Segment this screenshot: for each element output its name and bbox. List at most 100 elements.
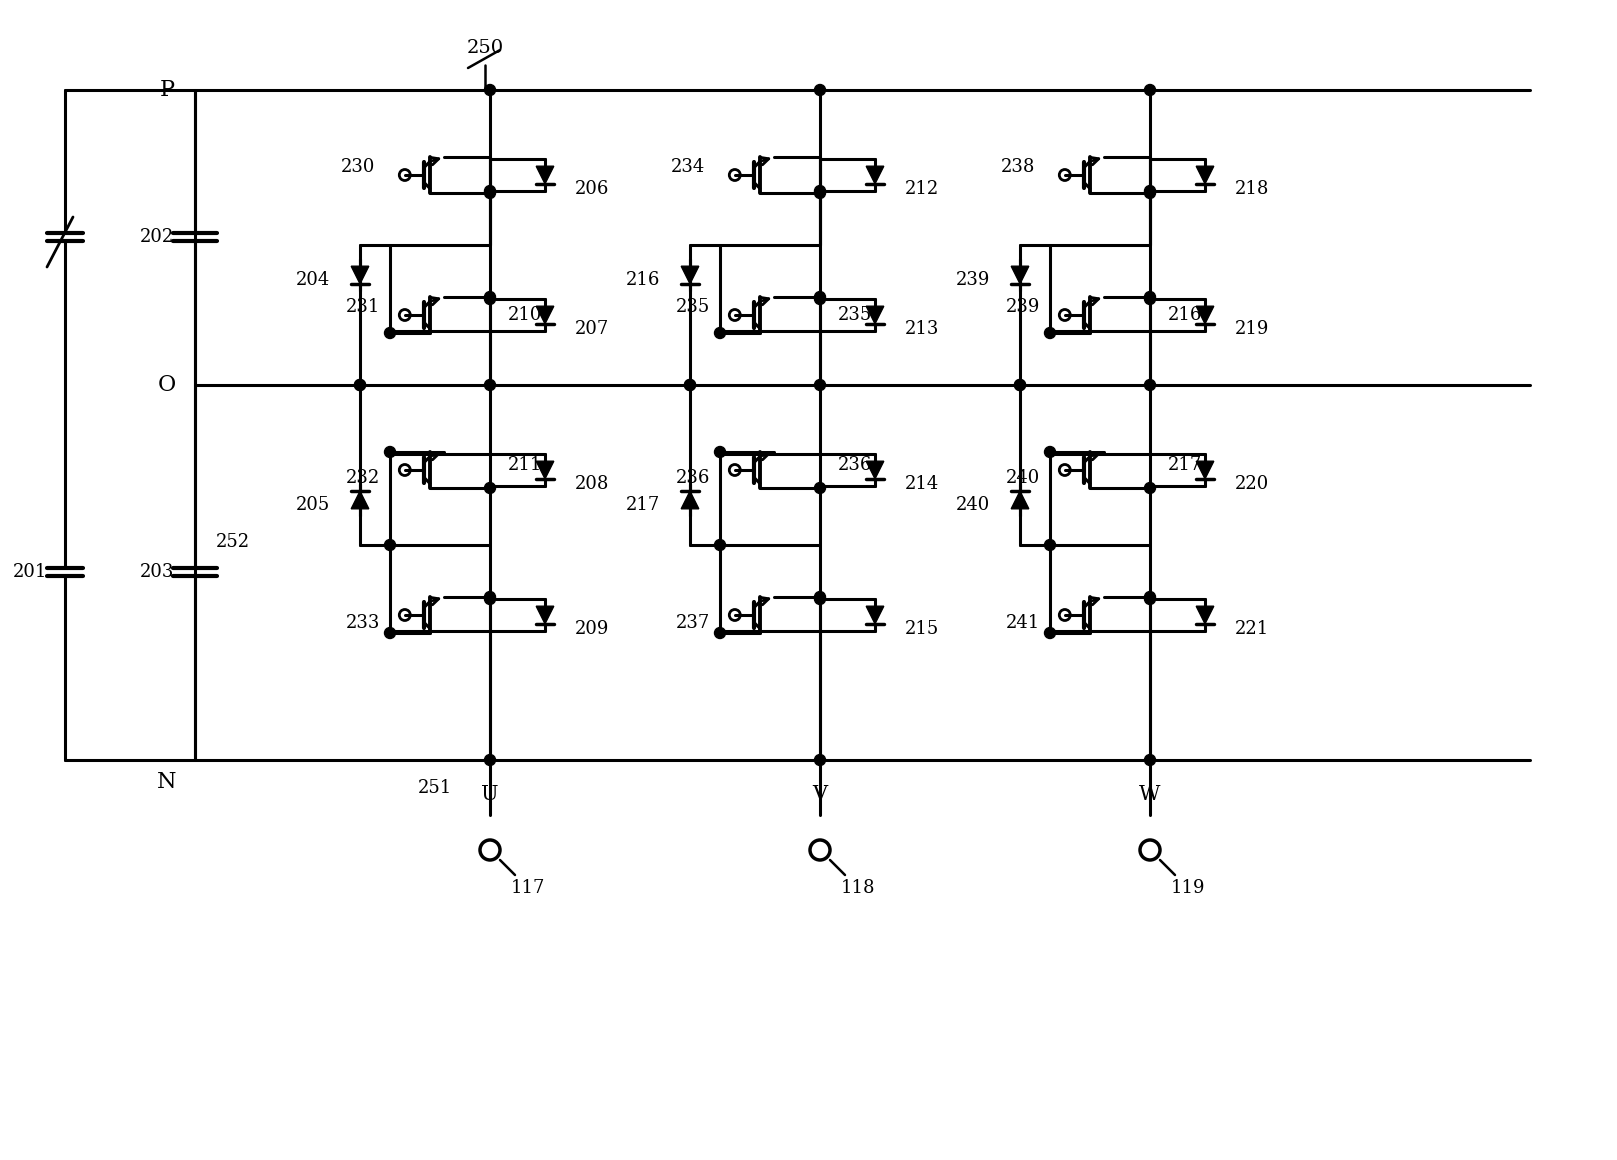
Circle shape xyxy=(485,291,495,303)
Text: U: U xyxy=(482,785,498,805)
Circle shape xyxy=(815,483,826,493)
Circle shape xyxy=(354,379,365,391)
Circle shape xyxy=(1145,379,1156,391)
Text: 233: 233 xyxy=(346,614,380,632)
Text: 237: 237 xyxy=(676,614,710,632)
Circle shape xyxy=(485,594,495,604)
Text: 250: 250 xyxy=(466,39,503,57)
Text: 252: 252 xyxy=(217,532,251,551)
Circle shape xyxy=(715,447,726,457)
Text: 208: 208 xyxy=(576,474,610,493)
Text: 216: 216 xyxy=(626,271,660,289)
Circle shape xyxy=(1045,539,1056,551)
Polygon shape xyxy=(867,462,884,479)
Circle shape xyxy=(1145,85,1156,95)
Text: 220: 220 xyxy=(1235,474,1269,493)
Text: 221: 221 xyxy=(1235,619,1269,638)
Polygon shape xyxy=(1011,266,1028,284)
Text: O: O xyxy=(158,374,176,396)
Circle shape xyxy=(1045,628,1056,638)
Text: N: N xyxy=(157,771,176,793)
Circle shape xyxy=(385,327,396,339)
Text: 236: 236 xyxy=(838,456,873,474)
Circle shape xyxy=(1145,188,1156,198)
Text: 217: 217 xyxy=(626,496,660,514)
Text: 210: 210 xyxy=(508,306,542,324)
Circle shape xyxy=(485,754,495,766)
Polygon shape xyxy=(351,491,369,509)
Polygon shape xyxy=(537,306,553,324)
Polygon shape xyxy=(681,266,699,284)
Polygon shape xyxy=(867,607,884,624)
Circle shape xyxy=(485,379,495,391)
Text: 211: 211 xyxy=(508,456,542,474)
Circle shape xyxy=(1145,483,1156,493)
Text: 230: 230 xyxy=(341,158,375,176)
Text: 218: 218 xyxy=(1235,180,1269,198)
Circle shape xyxy=(715,327,726,339)
Text: 239: 239 xyxy=(1006,298,1040,316)
Text: 207: 207 xyxy=(576,320,610,338)
Circle shape xyxy=(815,85,826,95)
Polygon shape xyxy=(1011,491,1028,509)
Circle shape xyxy=(485,483,495,493)
Text: 239: 239 xyxy=(956,271,990,289)
Polygon shape xyxy=(1197,462,1214,479)
Text: V: V xyxy=(812,785,828,805)
Circle shape xyxy=(684,379,695,391)
Text: 251: 251 xyxy=(417,780,453,797)
Circle shape xyxy=(815,379,826,391)
Circle shape xyxy=(1145,594,1156,604)
Polygon shape xyxy=(537,607,553,624)
Circle shape xyxy=(815,594,826,604)
Text: 201: 201 xyxy=(13,563,47,581)
Polygon shape xyxy=(1197,166,1214,183)
Polygon shape xyxy=(351,266,369,284)
Circle shape xyxy=(815,293,826,304)
Text: 203: 203 xyxy=(139,563,175,581)
Text: 241: 241 xyxy=(1006,614,1040,632)
Text: 240: 240 xyxy=(1006,469,1040,487)
Text: W: W xyxy=(1140,785,1161,805)
Circle shape xyxy=(815,592,826,602)
Text: 238: 238 xyxy=(1001,158,1035,176)
Circle shape xyxy=(1045,327,1056,339)
Circle shape xyxy=(354,379,365,391)
Circle shape xyxy=(1145,754,1156,766)
Circle shape xyxy=(715,539,726,551)
Text: 232: 232 xyxy=(346,469,380,487)
Polygon shape xyxy=(867,166,884,183)
Text: 236: 236 xyxy=(676,469,710,487)
Text: 117: 117 xyxy=(511,879,545,897)
Circle shape xyxy=(1145,293,1156,304)
Circle shape xyxy=(385,447,396,457)
Circle shape xyxy=(485,85,495,95)
Text: 240: 240 xyxy=(956,496,990,514)
Polygon shape xyxy=(867,306,884,324)
Circle shape xyxy=(1145,592,1156,602)
Circle shape xyxy=(815,186,826,196)
Text: 234: 234 xyxy=(671,158,705,176)
Text: 235: 235 xyxy=(838,306,872,324)
Text: 235: 235 xyxy=(676,298,710,316)
Circle shape xyxy=(815,291,826,303)
Circle shape xyxy=(385,628,396,638)
Circle shape xyxy=(1014,379,1025,391)
Text: 219: 219 xyxy=(1235,320,1269,338)
Circle shape xyxy=(815,754,826,766)
Text: 215: 215 xyxy=(906,619,939,638)
Text: 213: 213 xyxy=(906,320,939,338)
Polygon shape xyxy=(1197,306,1214,324)
Text: 119: 119 xyxy=(1171,879,1205,897)
Text: 205: 205 xyxy=(296,496,330,514)
Circle shape xyxy=(485,592,495,602)
Text: 206: 206 xyxy=(576,180,610,198)
Text: 216: 216 xyxy=(1167,306,1203,324)
Circle shape xyxy=(1145,291,1156,303)
Polygon shape xyxy=(537,166,553,183)
Polygon shape xyxy=(1197,607,1214,624)
Text: 202: 202 xyxy=(141,229,175,246)
Text: 217: 217 xyxy=(1167,456,1203,474)
Polygon shape xyxy=(537,462,553,479)
Circle shape xyxy=(485,188,495,198)
